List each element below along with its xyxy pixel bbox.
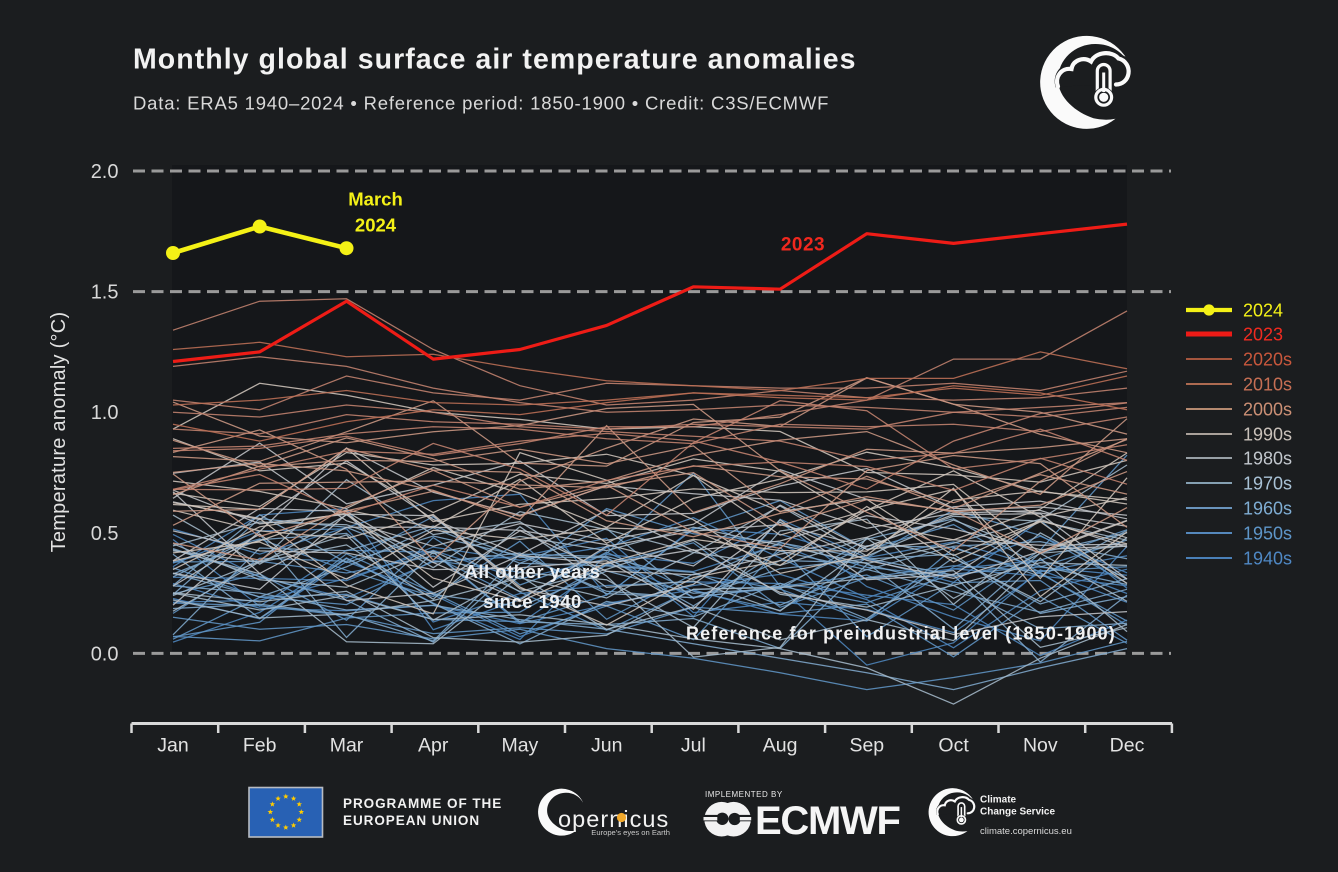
- svg-text:Change Service: Change Service: [980, 807, 1055, 818]
- svg-text:Mar: Mar: [330, 735, 364, 757]
- svg-text:Oct: Oct: [938, 735, 969, 757]
- svg-text:1.5: 1.5: [91, 282, 119, 304]
- svg-text:March: March: [348, 189, 403, 210]
- svg-text:1990s: 1990s: [1243, 425, 1292, 445]
- svg-text:Data: ERA5 1940–2024 • Referen: Data: ERA5 1940–2024 • Reference period:…: [133, 93, 829, 114]
- svg-text:Nov: Nov: [1023, 735, 1058, 757]
- svg-text:ECMWF: ECMWF: [755, 799, 900, 843]
- svg-text:2000s: 2000s: [1243, 400, 1292, 420]
- svg-text:since 1940: since 1940: [483, 591, 582, 612]
- svg-text:1950s: 1950s: [1243, 524, 1292, 544]
- svg-text:0.0: 0.0: [91, 643, 119, 665]
- svg-text:2024: 2024: [1243, 301, 1283, 321]
- svg-text:Climate: Climate: [980, 795, 1017, 806]
- svg-text:All other years: All other years: [464, 561, 600, 582]
- svg-text:Feb: Feb: [243, 735, 277, 757]
- svg-text:Monthly global surface air tem: Monthly global surface air temperature a…: [133, 44, 857, 76]
- svg-text:Jan: Jan: [157, 735, 188, 757]
- svg-text:2023: 2023: [1243, 325, 1283, 345]
- svg-text:1940s: 1940s: [1243, 549, 1292, 569]
- svg-text:2010s: 2010s: [1243, 375, 1292, 395]
- svg-text:1.0: 1.0: [91, 402, 119, 424]
- svg-text:IMPLEMENTED BY: IMPLEMENTED BY: [705, 790, 783, 799]
- svg-text:2024: 2024: [355, 215, 397, 236]
- svg-text:Dec: Dec: [1110, 735, 1145, 757]
- svg-text:2020s: 2020s: [1243, 350, 1292, 370]
- svg-text:Reference for preindustrial le: Reference for preindustrial level (1850-…: [686, 624, 1116, 644]
- svg-text:climate.copernicus.eu: climate.copernicus.eu: [980, 826, 1072, 837]
- svg-text:May: May: [501, 735, 538, 757]
- svg-text:Aug: Aug: [763, 735, 798, 757]
- svg-text:1980s: 1980s: [1243, 449, 1292, 469]
- svg-text:1960s: 1960s: [1243, 499, 1292, 519]
- svg-text:2023: 2023: [781, 235, 825, 256]
- svg-text:Sep: Sep: [849, 735, 884, 757]
- svg-text:EUROPEAN UNION: EUROPEAN UNION: [343, 813, 480, 828]
- svg-text:2.0: 2.0: [91, 161, 119, 183]
- svg-text:Jul: Jul: [681, 735, 706, 757]
- svg-text:1970s: 1970s: [1243, 474, 1292, 494]
- svg-text:Jun: Jun: [591, 735, 622, 757]
- svg-text:Temperature anomaly (°C): Temperature anomaly (°C): [48, 312, 70, 553]
- svg-text:0.5: 0.5: [91, 523, 119, 545]
- svg-text:opernicus: opernicus: [558, 806, 669, 832]
- svg-text:PROGRAMME OF THE: PROGRAMME OF THE: [343, 796, 502, 811]
- svg-text:Europe's eyes on Earth: Europe's eyes on Earth: [591, 828, 670, 837]
- svg-text:Apr: Apr: [418, 735, 449, 757]
